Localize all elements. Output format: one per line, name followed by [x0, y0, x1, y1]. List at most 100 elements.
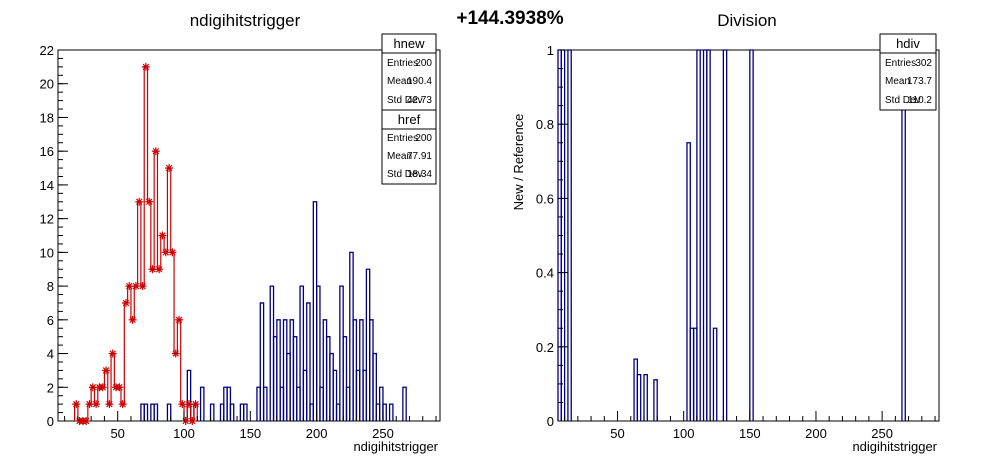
left-plot-panel: ndigihitstrigger 50 100 150 200 250 0 2 4 6 8 10 12…	[40, 11, 441, 454]
left-x-tick-label: 150	[239, 426, 261, 441]
href-star-marker	[165, 164, 174, 173]
right-ylabel: New / Reference	[511, 114, 526, 211]
left-y-tick-label: 20	[40, 77, 54, 92]
href-star-marker	[188, 417, 197, 425]
hnew-bin	[209, 403, 215, 421]
href-star-marker	[178, 400, 187, 409]
left-y-tick-label: 10	[40, 245, 54, 260]
href-star-marker	[175, 315, 184, 324]
right-y-tick-label: 0.4	[536, 266, 554, 281]
href-star-marker	[105, 400, 114, 409]
stats-label: Mean	[387, 76, 412, 87]
href-star-marker	[98, 383, 107, 392]
hdiv-bin	[722, 49, 728, 421]
header-percent: +144.3938%	[456, 8, 563, 29]
stats-box-title: href	[398, 112, 421, 127]
stats-label: Entries	[885, 58, 916, 69]
right-x-tick-label: 200	[805, 426, 827, 441]
href-star-marker	[108, 349, 117, 358]
right-plot-title: Division	[717, 11, 777, 30]
left-y-tick-label: 0	[47, 414, 54, 429]
left-y-tick-label: 6	[47, 313, 54, 328]
href-star-marker	[191, 400, 200, 409]
hnew-bin	[306, 302, 311, 421]
stats-value: 77.91	[407, 151, 432, 162]
right-x-tick-label: 150	[739, 426, 761, 441]
left-y-tick-label: 12	[40, 212, 54, 227]
stats-box-href: href Entries 200 Mean 77.91 Std Dev 18.3…	[381, 109, 437, 185]
href-star-marker	[158, 231, 167, 240]
left-y-tick-label: 16	[40, 144, 54, 159]
left-xlabel: ndigihitstrigger	[353, 439, 438, 454]
left-y-tick-label: 8	[47, 279, 54, 294]
right-y-tick-label: 0	[547, 414, 554, 429]
hnew-bin	[143, 403, 149, 421]
stats-value: 200	[415, 58, 432, 69]
hnew-bin	[186, 369, 192, 421]
href-star-marker	[135, 197, 144, 206]
left-x-tick-label: 200	[306, 426, 328, 441]
hnew-bin	[229, 403, 235, 421]
hdiv-bin	[706, 49, 711, 421]
hdiv-bin	[636, 373, 642, 421]
right-y-tick-label: 1	[547, 43, 554, 58]
hnew-bin	[402, 386, 407, 421]
left-x-tick-label: 50	[110, 426, 124, 441]
href-star-marker	[92, 400, 101, 409]
stats-label: Std Dev	[387, 169, 423, 180]
href-star-marker	[155, 265, 164, 274]
stats-value: 18.34	[407, 169, 432, 180]
right-axes: 50 100 150 200 250 0 0.2 0.4 0.6 0.8 1	[536, 43, 936, 441]
left-y-tick-label: 4	[47, 347, 54, 362]
href-star-marker	[161, 248, 170, 257]
href-star-marker	[102, 366, 111, 375]
stats-value: 190.4	[407, 76, 432, 87]
href-star-marker	[171, 349, 180, 358]
right-xlabel: ndigihitstrigger	[852, 439, 937, 454]
href-star-marker	[145, 197, 154, 206]
stats-value: 42.73	[407, 95, 432, 106]
hnew-bin	[153, 403, 159, 421]
left-plot-title: ndigihitstrigger	[190, 11, 301, 30]
left-y-tick-label: 14	[40, 178, 54, 193]
stats-label: Entries	[387, 58, 418, 69]
hdiv-bin	[567, 49, 572, 421]
href-star-marker	[118, 400, 127, 409]
hnew-bin	[372, 352, 377, 421]
stats-value: 173.7	[907, 76, 932, 87]
right-x-tick-label: 100	[673, 426, 695, 441]
stats-box-hdiv: hdiv Entries 302 Mean 173.7 Std Dev 110.…	[879, 33, 937, 111]
right-y-tick-label: 0.6	[536, 191, 554, 206]
hnew-bin	[199, 386, 205, 421]
hdiv-bin	[686, 142, 691, 421]
stats-box-hnew: hnew Entries 200 Mean 190.4 Std Dev 42.7…	[381, 33, 437, 111]
left-x-tick-label: 100	[173, 426, 195, 441]
href-star-marker	[85, 400, 94, 409]
left-y-tick-label: 2	[47, 380, 54, 395]
stats-value: 200	[415, 133, 432, 144]
hdiv-bin	[643, 373, 648, 421]
hdiv-bin	[712, 327, 718, 421]
href-star-marker	[121, 298, 130, 307]
href-star-marker	[72, 400, 81, 409]
href-star-marker	[141, 62, 150, 71]
hnew-bin	[388, 403, 394, 421]
hnew-bin	[243, 403, 248, 421]
hnew-bin	[342, 336, 348, 421]
stats-label: Std Dev	[885, 95, 921, 106]
right-x-tick-label: 50	[610, 426, 624, 441]
href-star-marker	[138, 282, 147, 291]
href-star-marker	[151, 147, 160, 156]
right-plot-panel: Division 50 100 150 200 250 0 0.2 0.4 0.6 0.8 1 nd…	[511, 11, 940, 454]
href-outline	[73, 66, 198, 422]
stats-label: Entries	[387, 133, 418, 144]
stats-box-title: hnew	[393, 36, 425, 51]
hnew-bin	[332, 369, 338, 421]
stats-label: Mean	[885, 76, 910, 87]
hnew-bin	[166, 403, 172, 421]
left-histogram-layer	[72, 62, 407, 425]
href-star-marker	[82, 417, 91, 425]
right-x-tick-label: 250	[871, 426, 893, 441]
left-axes: 50 100 150 200 250 0 2 4 6 8 10 12 14 16 18 20 22	[40, 43, 437, 441]
